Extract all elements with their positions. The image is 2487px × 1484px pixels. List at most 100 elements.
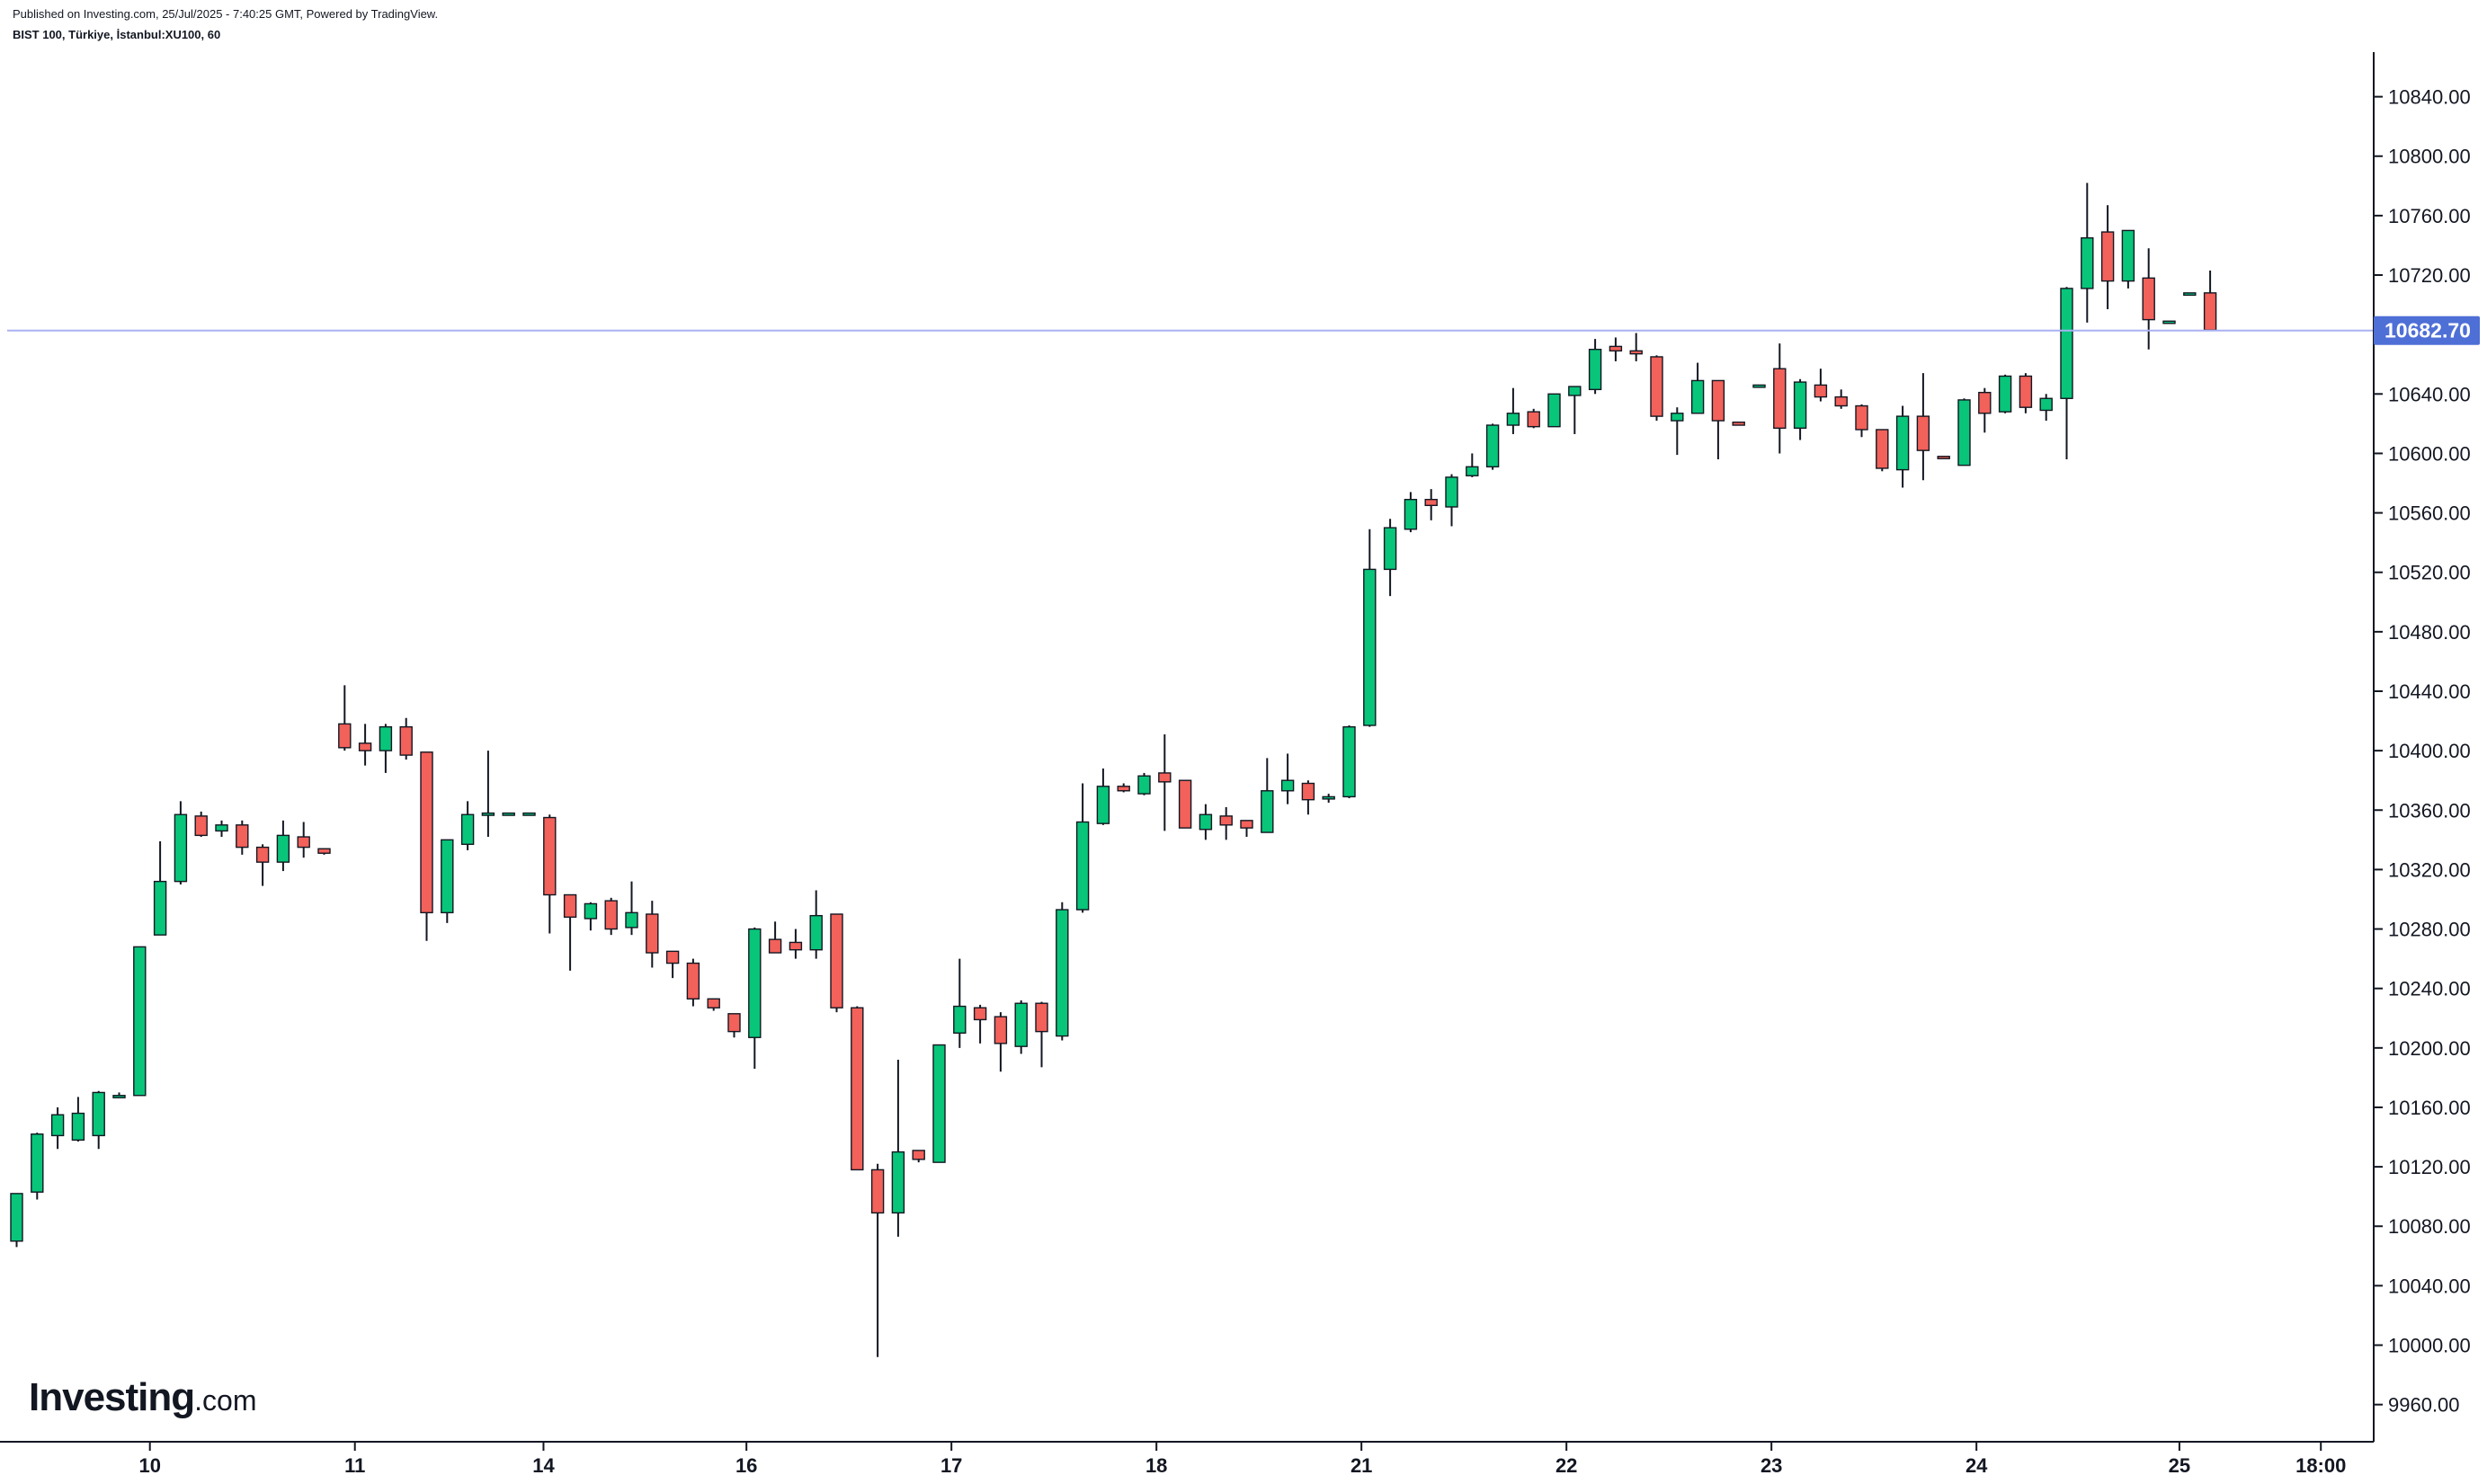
candle (809, 890, 823, 959)
candle-body-down (2203, 292, 2217, 331)
x-tick-label: 24 (1966, 1454, 1988, 1477)
candle-body-down (1978, 391, 1992, 414)
candle-body-down (686, 962, 700, 1000)
candle (1240, 820, 1253, 838)
candle-body-up (10, 1193, 23, 1242)
candle-body-down (1650, 356, 1663, 417)
candle-body-up (92, 1091, 105, 1137)
candle (1855, 404, 1868, 438)
y-tick-label: 10400.00 (2388, 740, 2471, 762)
candle (646, 901, 659, 968)
candle (891, 1060, 905, 1237)
candle (522, 812, 536, 816)
candle-body-down (194, 815, 208, 837)
y-tick-label: 10360.00 (2388, 799, 2471, 822)
candle (10, 1193, 23, 1248)
candle (112, 1092, 126, 1098)
current-price-label: 10682.70 (2384, 319, 2471, 342)
candle (1035, 1001, 1048, 1068)
x-tick-label: 14 (532, 1454, 555, 1477)
y-tick-label: 10200.00 (2388, 1037, 2471, 1060)
candle-body-up (1137, 775, 1151, 795)
candle-body-up (1075, 821, 1090, 911)
candle (1178, 779, 1192, 829)
candle-body-up (1342, 725, 1356, 798)
candle (1424, 489, 1438, 520)
logo-main-text: Investing (29, 1375, 195, 1419)
candle (1096, 768, 1110, 825)
x-tick-label: 16 (735, 1454, 757, 1477)
candle-body-up (50, 1114, 65, 1137)
candle-body-down (358, 742, 372, 751)
candle-body-up (953, 1005, 967, 1034)
candle-body-down (1424, 498, 1438, 507)
y-tick-label: 10720.00 (2388, 264, 2471, 287)
candle-body-up (748, 928, 762, 1038)
candle-body-down (1117, 786, 1130, 792)
candle-body-down (236, 824, 249, 849)
candle (707, 998, 720, 1011)
y-tick-label: 10480.00 (2388, 621, 2471, 644)
candle-body-down (1773, 368, 1787, 430)
candle-body-up (112, 1095, 126, 1098)
candle-body-down (727, 1013, 741, 1033)
candle (1117, 783, 1130, 793)
candle-body-down (2019, 375, 2033, 408)
candle-body-up (1056, 909, 1069, 1037)
candle-body-up (1690, 379, 1705, 414)
candle (932, 1044, 946, 1163)
x-tick-label: 25 (2169, 1454, 2190, 1477)
symbol-title: BIST 100, Türkiye, İstanbul:XU100, 60 (13, 28, 221, 41)
y-tick-label: 10560.00 (2388, 502, 2471, 525)
candle-body-down (563, 893, 577, 919)
x-axis: 10 11 14 16 17 18 21 22 23 24 25 18:00 (138, 1442, 2346, 1477)
candle-body-down (1035, 1002, 1048, 1033)
candle-body-up (2060, 288, 2073, 399)
candle-body-down (1711, 379, 1725, 422)
candle (1322, 794, 1335, 804)
candle (215, 820, 228, 838)
candle (276, 820, 290, 872)
candle (2162, 320, 2176, 324)
candle (255, 844, 270, 886)
y-axis: 9960.00 10000.00 10040.00 10080.00 10120.00 1… (2374, 86, 2471, 1417)
candle (1075, 783, 1090, 913)
candle-body-down (830, 913, 843, 1009)
candle-body-up (1793, 381, 1807, 430)
candle-body-up (460, 813, 475, 846)
candle (1773, 343, 1787, 454)
candle (665, 950, 680, 979)
candle (481, 751, 495, 838)
candle-body-down (1937, 456, 1950, 459)
candle (174, 801, 188, 884)
candle (1650, 355, 1663, 422)
candle (420, 751, 433, 941)
candle (1793, 378, 1807, 440)
candle (1690, 362, 1705, 414)
candle-body-up (1485, 424, 1500, 468)
candle-body-down (1916, 415, 1930, 451)
candle-body-up (1445, 476, 1458, 508)
candle-body-up (215, 824, 228, 832)
candle (2081, 182, 2094, 323)
x-tick-label: 22 (1555, 1454, 1577, 1477)
x-tick-label: 21 (1350, 1454, 1372, 1477)
candle-body-down (399, 725, 413, 756)
candle-body-down (2142, 277, 2155, 321)
candle (1876, 429, 1889, 472)
candle (870, 1163, 885, 1357)
candle (1506, 387, 1520, 434)
x-tick-label: 18:00 (2295, 1454, 2346, 1477)
candle (2060, 287, 2073, 460)
candle-body-up (1363, 568, 1377, 726)
candle-body-up (1506, 413, 1520, 426)
candle (50, 1106, 65, 1150)
candle (1671, 407, 1684, 456)
x-tick-label: 23 (1761, 1454, 1782, 1477)
candle-body-down (297, 836, 310, 849)
y-tick-label: 10600.00 (2388, 442, 2471, 465)
candle-body-down (2100, 231, 2115, 282)
candle-body-up (932, 1044, 946, 1163)
